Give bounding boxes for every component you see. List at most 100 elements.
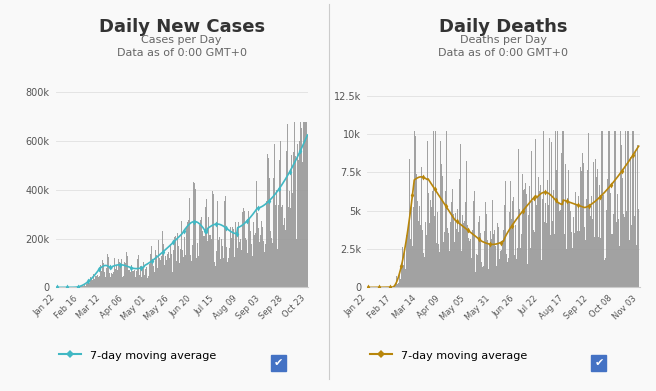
Bar — [408, 224, 409, 287]
Bar — [576, 204, 577, 287]
Bar — [277, 249, 278, 287]
Bar — [535, 139, 536, 287]
Bar — [523, 190, 524, 287]
Bar — [268, 158, 269, 287]
Bar — [533, 230, 534, 287]
Bar — [162, 231, 163, 287]
Bar — [593, 162, 594, 287]
Bar — [461, 251, 462, 287]
Bar — [619, 246, 620, 287]
Bar — [286, 151, 287, 287]
Bar — [218, 237, 220, 287]
Bar — [628, 131, 629, 287]
Bar — [253, 222, 254, 287]
Bar — [541, 260, 542, 287]
Bar — [606, 210, 607, 287]
Bar — [614, 131, 615, 287]
Bar — [149, 264, 150, 287]
Bar — [590, 216, 591, 287]
Bar — [225, 196, 226, 287]
Bar — [115, 269, 116, 287]
Bar — [524, 189, 525, 287]
Bar — [548, 205, 549, 287]
Bar — [193, 182, 194, 287]
Bar — [517, 248, 518, 287]
Bar — [136, 265, 138, 287]
Bar — [449, 222, 451, 287]
Text: Data as of 0:00 GMT+0: Data as of 0:00 GMT+0 — [438, 48, 568, 58]
Bar — [494, 230, 495, 287]
Bar — [604, 260, 605, 287]
Bar — [446, 131, 447, 287]
Bar — [179, 264, 180, 287]
Bar — [223, 258, 224, 287]
Bar — [233, 230, 234, 287]
Bar — [200, 220, 201, 287]
Bar — [123, 276, 124, 287]
Bar — [512, 201, 513, 287]
Bar — [174, 223, 175, 287]
Bar — [478, 222, 479, 287]
Bar — [164, 265, 165, 287]
Bar — [298, 160, 299, 287]
Bar — [411, 204, 412, 287]
Bar — [572, 248, 573, 287]
Bar — [241, 212, 243, 287]
Bar — [490, 231, 491, 287]
Bar — [443, 242, 444, 287]
Bar — [445, 190, 446, 287]
Bar — [187, 222, 188, 287]
Bar — [430, 199, 431, 287]
Bar — [295, 230, 297, 287]
Bar — [616, 222, 617, 287]
Bar — [278, 205, 279, 287]
Bar — [148, 276, 149, 287]
Bar — [474, 266, 476, 287]
Bar — [165, 256, 166, 287]
Bar — [111, 273, 112, 287]
Bar — [502, 240, 503, 287]
Bar — [556, 170, 558, 287]
Bar — [421, 167, 422, 287]
Bar — [163, 244, 164, 287]
Bar — [80, 286, 81, 287]
Bar — [542, 199, 543, 287]
Bar — [465, 202, 466, 287]
Bar — [621, 145, 622, 287]
Bar — [483, 231, 485, 287]
Bar — [562, 131, 563, 287]
Bar — [522, 174, 523, 287]
Bar — [609, 193, 611, 287]
Bar — [407, 235, 408, 287]
Bar — [396, 276, 398, 287]
Bar — [205, 207, 207, 287]
Text: Data as of 0:00 GMT+0: Data as of 0:00 GMT+0 — [117, 48, 247, 58]
Bar — [436, 243, 437, 287]
Bar — [255, 233, 256, 287]
Bar — [113, 257, 115, 287]
Bar — [472, 230, 473, 287]
Bar — [147, 278, 148, 287]
Bar — [138, 255, 139, 287]
Bar — [442, 176, 443, 287]
Bar — [259, 242, 260, 287]
Bar — [577, 241, 579, 287]
Bar — [625, 131, 626, 287]
Bar — [546, 222, 547, 287]
Bar — [448, 233, 449, 287]
Bar — [307, 136, 308, 287]
Bar — [152, 264, 154, 287]
Bar — [480, 233, 481, 287]
Bar — [581, 171, 582, 287]
Bar — [618, 219, 619, 287]
Bar — [134, 278, 136, 287]
Bar — [108, 257, 109, 287]
Bar — [244, 211, 245, 287]
Bar — [559, 211, 560, 287]
Bar — [240, 239, 241, 287]
Bar — [575, 192, 576, 287]
Bar — [592, 219, 593, 287]
Bar — [279, 141, 281, 287]
Bar — [481, 262, 482, 287]
Text: Deaths per Day: Deaths per Day — [460, 35, 546, 45]
